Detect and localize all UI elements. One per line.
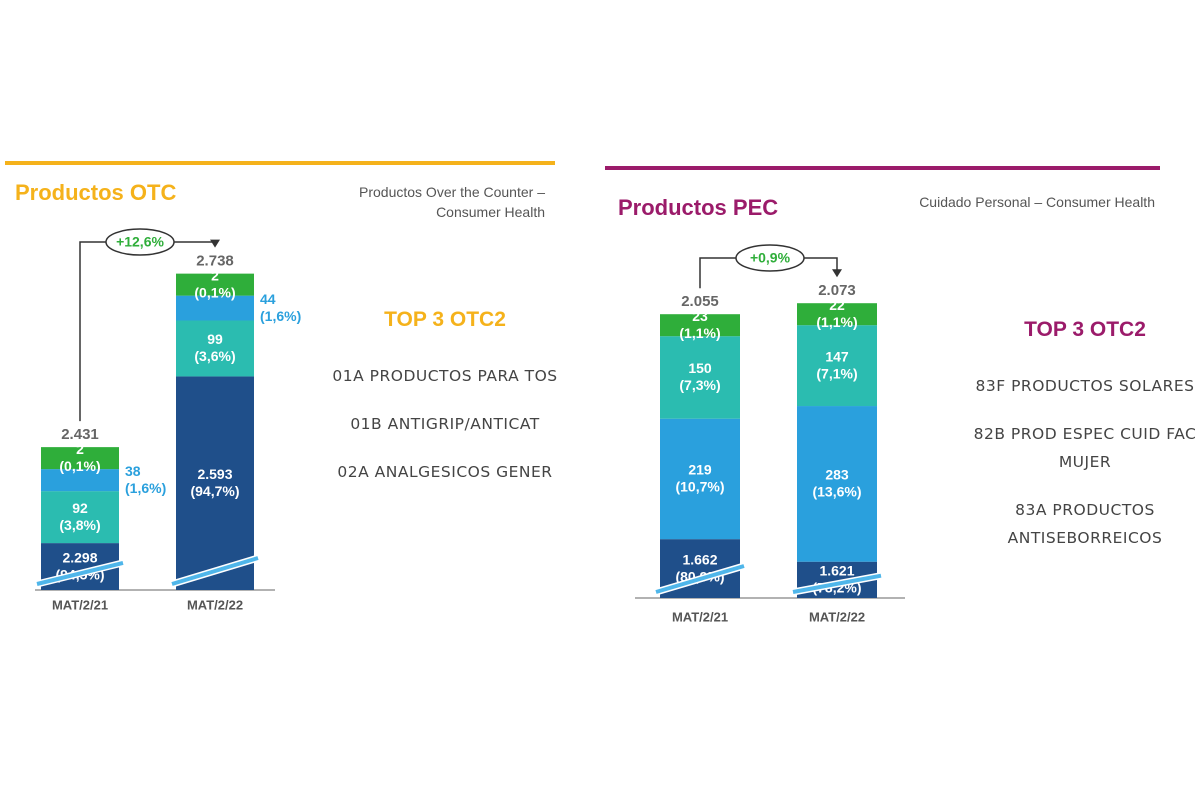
total-label: 2.055	[681, 293, 719, 310]
panel-title: Productos OTC	[15, 180, 177, 205]
bar-segment	[41, 447, 119, 470]
growth-arrow	[832, 269, 842, 278]
top-list: TOP 3 OTC2 83F PRODUCTOS SOLARES 82B PROD …	[965, 318, 1200, 572]
bar-segment	[660, 314, 740, 337]
segment-value: 99	[207, 331, 223, 347]
segment-share: (13,6%)	[812, 484, 861, 500]
segment-value: 44	[260, 291, 276, 307]
segment-value: 2	[211, 267, 219, 283]
segment-value: 23	[692, 308, 708, 324]
x-tick-label: MAT/2/22	[187, 597, 243, 612]
bar-segment	[176, 376, 254, 590]
top-list: TOP 3 OTC2 01A PRODUCTOS PARA TOS 01B ANTI…	[325, 308, 565, 506]
segment-value: 2.593	[197, 466, 232, 482]
segment-share: (1,6%)	[125, 480, 166, 496]
panel-title: Productos PEC	[618, 195, 779, 220]
segment-share: (0,1%)	[194, 284, 235, 300]
segment-value: 283	[825, 467, 849, 483]
bar-segment	[660, 336, 740, 419]
bar-segment	[41, 469, 119, 492]
total-label: 2.738	[196, 253, 234, 270]
bar-segment	[660, 418, 740, 540]
segment-share: (94,7%)	[190, 483, 239, 499]
top-list-item: 83F PRODUCTOS SOLARES	[975, 377, 1195, 395]
segment-value: 219	[688, 462, 712, 478]
segment-share: (0,1%)	[59, 458, 100, 474]
segment-share: (7,3%)	[679, 377, 720, 393]
panel-subtitle: Cuidado Personal – Consumer Health	[919, 194, 1155, 210]
segment-value: 92	[72, 500, 88, 516]
growth-oval	[105, 228, 175, 256]
axis-break	[792, 573, 882, 594]
top-list-item: 83A PRODUCTOS ANTISEBORREICOS	[1007, 501, 1163, 547]
segment-value: 2	[76, 441, 84, 457]
total-label: 2.073	[818, 282, 856, 299]
segment-share: (1,6%)	[260, 308, 301, 324]
top-list-item: 02A ANALGESICOS GENER	[337, 463, 553, 481]
growth-arrow	[210, 239, 220, 248]
x-tick-label: MAT/2/22	[809, 609, 865, 624]
bar-segment	[176, 295, 254, 321]
segment-share: (1,1%)	[679, 325, 720, 341]
growth-label: +12,6%	[116, 234, 164, 250]
top-list-title: TOP 3 OTC2	[1024, 318, 1146, 341]
bar-segment	[41, 491, 119, 544]
segment-value: 1.621	[819, 563, 854, 579]
segment-share: (10,7%)	[675, 479, 724, 495]
bar-segment	[176, 273, 254, 296]
segment-value: 150	[688, 360, 712, 376]
panel-subtitle: Productos Over the Counter – Consumer He…	[359, 184, 545, 220]
top-list-item: 01A PRODUCTOS PARA TOS	[332, 367, 558, 385]
segment-value: 2.298	[62, 549, 97, 565]
x-tick-label: MAT/2/21	[52, 597, 108, 612]
top-list-title: TOP 3 OTC2	[384, 308, 506, 331]
segment-share: (7,1%)	[816, 365, 857, 381]
segment-value: 147	[825, 348, 849, 364]
axis-break	[171, 556, 259, 586]
bar-segment	[176, 320, 254, 377]
bar-segment	[797, 325, 877, 407]
x-tick-label: MAT/2/21	[672, 609, 728, 624]
top-list-item: 82B PROD ESPEC CUID FAC MUJER	[973, 425, 1197, 471]
bar-segment	[797, 406, 877, 562]
segment-value: 22	[829, 297, 845, 313]
top-list-item: 01B ANTIGRIP/ANTICAT	[350, 415, 540, 433]
growth-oval	[735, 244, 805, 272]
segment-value: 38	[125, 463, 141, 479]
segment-share: (3,8%)	[59, 517, 100, 533]
segment-value: 1.662	[682, 551, 717, 567]
segment-share: (1,1%)	[816, 314, 857, 330]
bar-segment	[797, 303, 877, 326]
total-label: 2.431	[61, 426, 99, 443]
axis-break	[36, 560, 124, 586]
segment-share: (3,6%)	[194, 348, 235, 364]
growth-label: +0,9%	[750, 250, 791, 266]
axis-break	[655, 564, 745, 594]
